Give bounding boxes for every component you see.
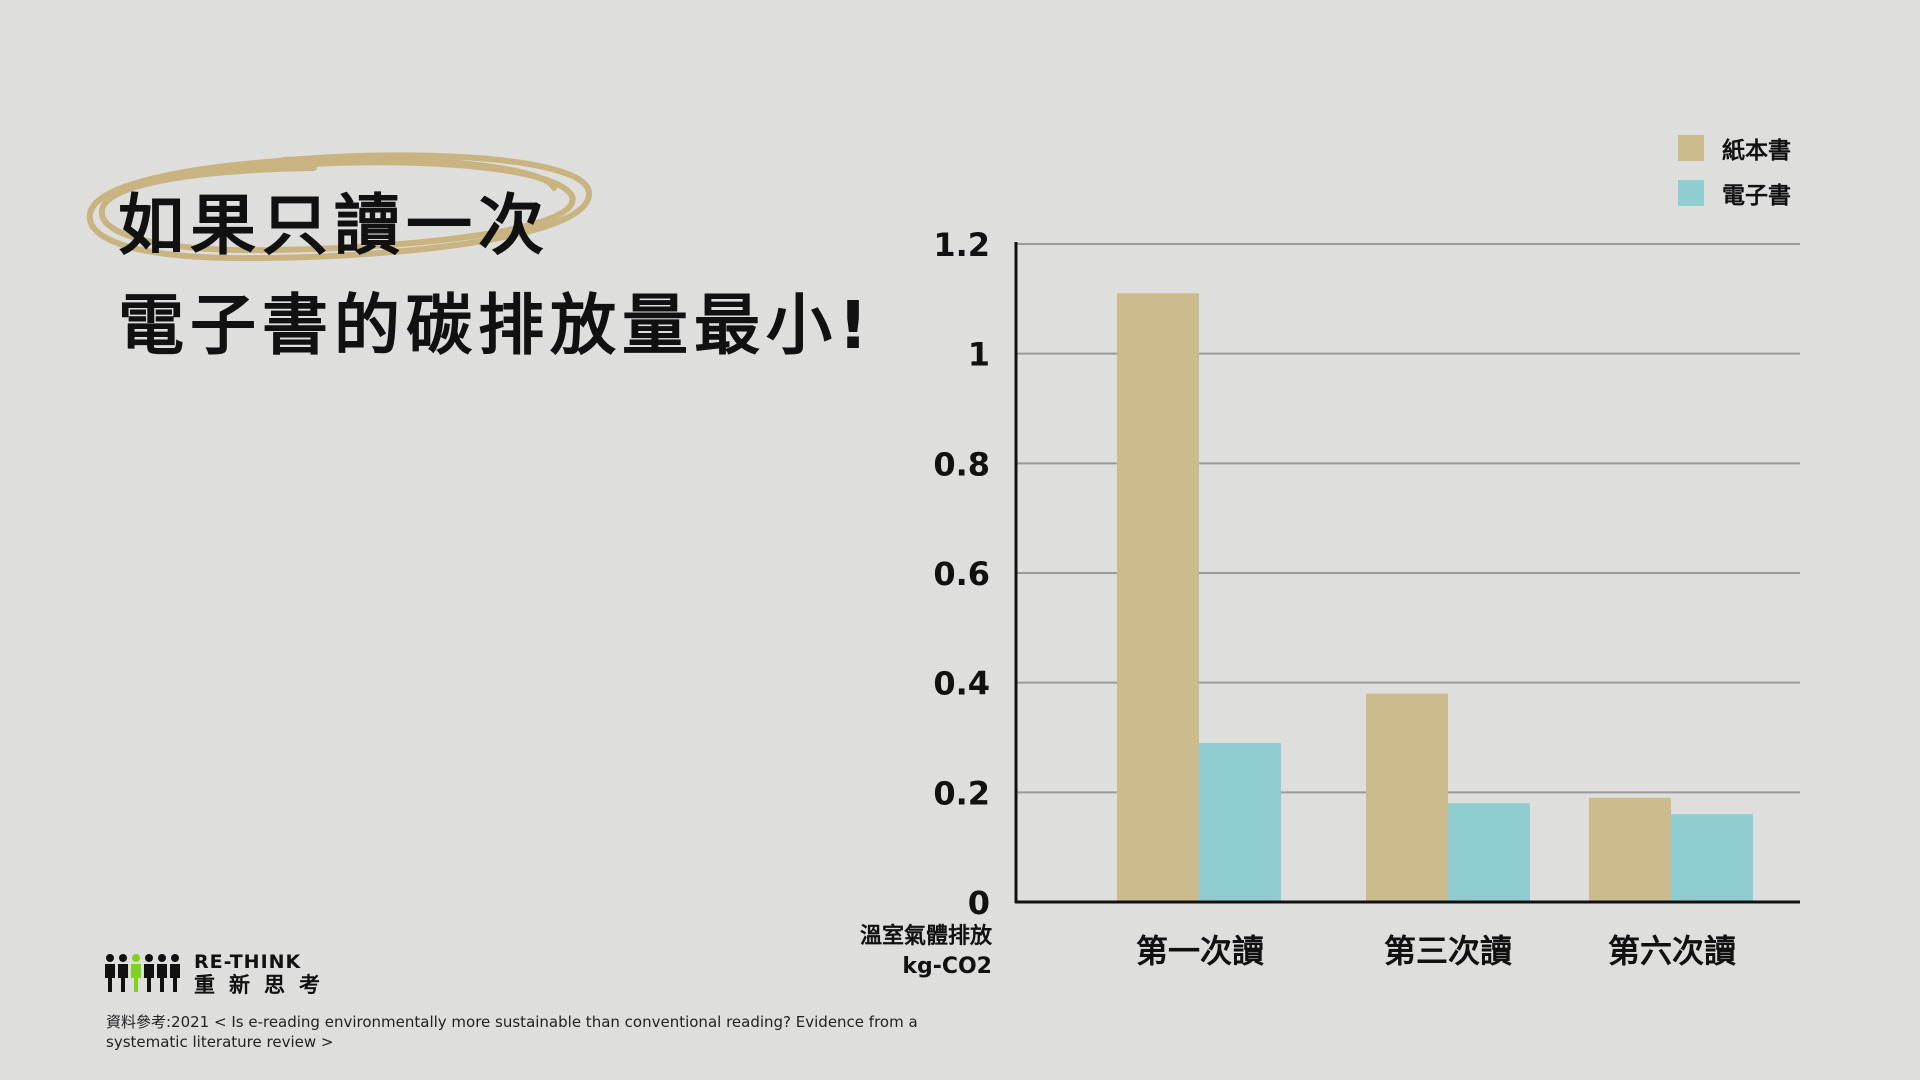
x-tick-label: 第三次讀 xyxy=(1384,932,1512,970)
bar-paper xyxy=(1117,293,1199,903)
logo-en-text: RE-THINK xyxy=(194,951,302,973)
logo-zh-text: 重新思考 xyxy=(194,973,334,997)
legend-swatch-paper xyxy=(1678,135,1704,161)
bar-ebook xyxy=(1671,814,1753,902)
legend-item-ebook: 電子書 xyxy=(1678,176,1791,210)
legend-swatch-ebook xyxy=(1678,180,1704,206)
y-tick-label: 0.8 xyxy=(933,445,990,483)
headline-line1: 如果只讀一次 xyxy=(118,187,550,264)
bar-ebook xyxy=(1199,742,1281,902)
y-axis-label: 溫室氣體排放 kg-CO2 xyxy=(860,922,992,982)
bar-paper xyxy=(1366,693,1448,902)
y-axis-label-line1: 溫室氣體排放 xyxy=(859,924,992,949)
bar-ebook xyxy=(1448,803,1530,902)
y-tick-label: 1 xyxy=(968,336,990,374)
rethink-logo: RE-THINK 重新思考 xyxy=(104,952,334,998)
y-tick-label: 0 xyxy=(968,884,990,922)
source-citation: 資料參考:2021 < Is e-reading environmentally… xyxy=(106,1013,918,1051)
x-tick-label: 第一次讀 xyxy=(1136,932,1264,970)
legend-label-paper: 紙本書 xyxy=(1722,138,1791,164)
y-tick-label: 0.2 xyxy=(933,774,990,812)
bar-paper xyxy=(1589,797,1671,902)
x-tick-label: 第六次讀 xyxy=(1608,932,1736,970)
legend-label-ebook: 電子書 xyxy=(1722,183,1791,209)
y-tick-label: 0.4 xyxy=(933,665,990,703)
y-tick-label: 0.6 xyxy=(933,555,990,593)
y-tick-label: 1.2 xyxy=(933,226,990,264)
scribble-circle-decoration xyxy=(86,152,593,262)
headline-line2: 電子書的碳排放量最小! xyxy=(118,287,875,364)
legend-item-paper: 紙本書 xyxy=(1678,131,1791,165)
y-axis-label-line2: kg-CO2 xyxy=(902,954,992,979)
people-logo-icon xyxy=(105,954,180,992)
